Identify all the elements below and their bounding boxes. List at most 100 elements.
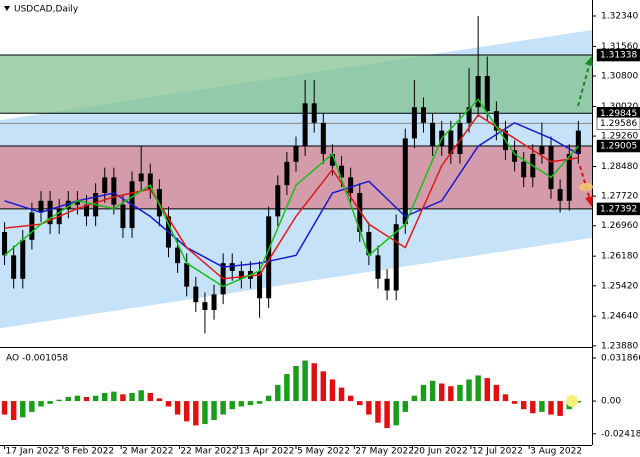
ao-bar — [147, 392, 154, 402]
ao-bar — [338, 387, 345, 402]
ao-bar — [466, 379, 472, 402]
ao-bar — [438, 383, 445, 402]
x-tick-label: 17 Jan 2022 — [6, 447, 60, 457]
y-tick-label: 1.28480 — [601, 162, 638, 172]
ao-bar — [411, 395, 418, 402]
candle-body — [20, 239, 26, 279]
forecast-up-arrowhead — [585, 56, 593, 66]
ao-bar — [56, 399, 62, 402]
ao-bar — [539, 401, 545, 412]
price-marker — [579, 183, 593, 191]
candle-body — [257, 270, 263, 299]
candle-body — [266, 216, 272, 299]
candle-body — [320, 122, 326, 155]
candle-body — [284, 161, 290, 186]
x-tick-label: 20 Jun 2022 — [414, 447, 468, 457]
ao-bar — [320, 371, 327, 402]
level-label: 1.31338 — [600, 51, 637, 61]
ao-bar — [202, 401, 208, 425]
ao-bar — [10, 401, 17, 420]
candle-body — [74, 200, 80, 205]
ao-bar — [384, 401, 390, 429]
ao-bar — [74, 395, 81, 402]
ao-bar — [366, 401, 372, 415]
moving-average — [4, 98, 579, 288]
y-tick-label: 0.031866 — [601, 354, 640, 364]
level-label-box — [596, 139, 640, 153]
y-tick-label: 1.26960 — [601, 221, 638, 231]
ao-bar — [557, 401, 563, 416]
x-tick-label: 12 Jul 2022 — [472, 447, 523, 457]
candle-body — [475, 76, 481, 108]
ao-marker — [566, 395, 578, 407]
ao-bar — [111, 391, 117, 402]
candle-body — [211, 294, 217, 310]
candle-body — [138, 173, 144, 182]
price-zone — [0, 55, 592, 114]
candle-body — [38, 200, 44, 213]
ao-bar — [183, 401, 190, 422]
ao-bar — [229, 401, 235, 410]
ao-bar — [129, 392, 135, 402]
candle-body — [311, 103, 317, 123]
candle-body — [329, 154, 335, 166]
ao-bar — [302, 360, 308, 402]
level-label-box — [596, 117, 640, 130]
ao-bar — [284, 374, 290, 402]
level-label: 1.29005 — [600, 142, 637, 152]
candle-body — [566, 154, 572, 201]
candle-body — [120, 204, 126, 229]
ao-bar — [238, 401, 245, 407]
ao-bar — [65, 397, 72, 402]
candle-body — [539, 146, 545, 155]
x-tick-label: 3 Aug 2022 — [530, 447, 582, 457]
ao-bar — [92, 395, 99, 402]
y-tick-label: 1.31560 — [601, 42, 638, 52]
ao-bar — [193, 401, 199, 426]
ao-title: AO -0.001058 — [6, 354, 68, 364]
y-tick-label: 1.29260 — [601, 132, 638, 142]
candle-body — [357, 192, 363, 232]
ao-bar — [375, 401, 381, 423]
ao-bar — [484, 378, 490, 402]
candle-body — [484, 76, 490, 112]
candle-body — [375, 255, 381, 279]
symbol-menu-icon — [4, 6, 10, 11]
ao-bar — [448, 386, 454, 402]
level-label: 1.29845 — [600, 109, 637, 119]
candle-body — [521, 161, 527, 178]
candle-body — [202, 302, 208, 310]
candle-body — [384, 278, 390, 291]
candle-body — [275, 185, 281, 217]
ao-bar — [293, 365, 299, 402]
candle-body — [493, 111, 499, 131]
ao-bar — [174, 401, 181, 415]
ao-bar — [247, 401, 254, 406]
candle-body — [402, 138, 408, 225]
y-tick-label: -0.024186 — [601, 429, 640, 439]
ao-bar — [393, 401, 399, 426]
candle-body — [11, 255, 17, 279]
candle-body — [111, 177, 117, 205]
ao-bar — [429, 380, 436, 402]
candle-body — [339, 165, 345, 178]
ao-bar — [420, 384, 427, 402]
level-label: 1.27392 — [600, 204, 637, 214]
forecast-up-arrow — [577, 61, 591, 107]
candle-body — [29, 212, 35, 240]
y-tick-label: 1.25420 — [601, 281, 638, 291]
candle-body — [238, 270, 244, 279]
forecast-down-arrow — [579, 165, 591, 201]
ao-bar — [211, 401, 217, 420]
ao-bar — [38, 401, 44, 407]
ao-bar — [347, 395, 354, 402]
candle-body — [548, 146, 554, 190]
y-tick-label: 0.00 — [601, 397, 621, 407]
candle-body — [102, 177, 108, 193]
ao-bar — [156, 398, 163, 402]
ao-bar — [83, 397, 90, 402]
candle-body — [47, 200, 53, 225]
candle-body — [175, 247, 181, 264]
level-label-box — [596, 48, 640, 62]
